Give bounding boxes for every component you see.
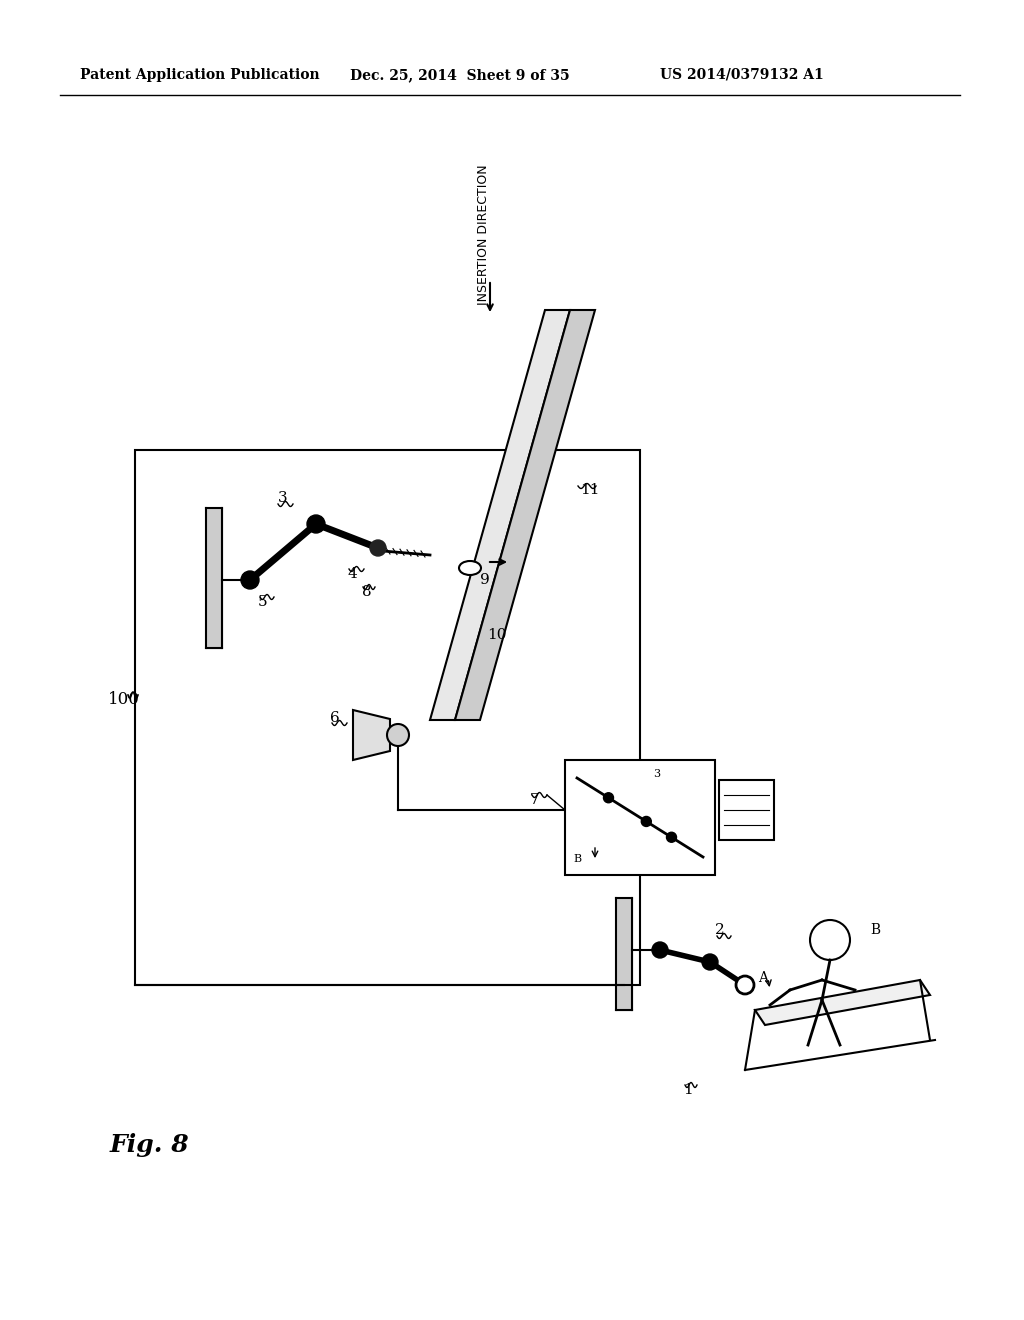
Text: 2: 2 bbox=[715, 923, 725, 937]
Bar bbox=[565, 760, 715, 875]
Circle shape bbox=[387, 723, 409, 746]
Circle shape bbox=[736, 975, 754, 994]
Bar bbox=[135, 450, 640, 985]
Circle shape bbox=[241, 572, 259, 589]
Circle shape bbox=[307, 515, 325, 533]
Circle shape bbox=[652, 942, 668, 958]
Text: B: B bbox=[573, 854, 582, 865]
Text: 3: 3 bbox=[278, 491, 288, 506]
Circle shape bbox=[370, 540, 386, 556]
Circle shape bbox=[603, 793, 613, 803]
Text: 1: 1 bbox=[683, 1082, 693, 1097]
Circle shape bbox=[641, 817, 651, 826]
Ellipse shape bbox=[459, 561, 481, 576]
Text: Fig. 8: Fig. 8 bbox=[110, 1133, 189, 1158]
Polygon shape bbox=[430, 310, 570, 719]
Text: Dec. 25, 2014  Sheet 9 of 35: Dec. 25, 2014 Sheet 9 of 35 bbox=[350, 69, 569, 82]
Text: A: A bbox=[758, 972, 768, 985]
Text: 3: 3 bbox=[653, 770, 660, 779]
Text: US 2014/0379132 A1: US 2014/0379132 A1 bbox=[660, 69, 823, 82]
Polygon shape bbox=[755, 979, 930, 1026]
Text: 7: 7 bbox=[530, 793, 540, 807]
Text: 5: 5 bbox=[258, 595, 267, 609]
Circle shape bbox=[810, 920, 850, 960]
Text: 6: 6 bbox=[330, 711, 340, 725]
Circle shape bbox=[702, 954, 718, 970]
Text: 4: 4 bbox=[348, 568, 357, 581]
Text: 8: 8 bbox=[362, 585, 372, 599]
Text: Patent Application Publication: Patent Application Publication bbox=[80, 69, 319, 82]
Circle shape bbox=[667, 832, 677, 842]
Polygon shape bbox=[455, 310, 595, 719]
Text: B: B bbox=[870, 923, 880, 937]
Text: INSERTION DIRECTION: INSERTION DIRECTION bbox=[477, 165, 490, 305]
Text: 100: 100 bbox=[108, 692, 140, 709]
Text: 11: 11 bbox=[580, 483, 599, 498]
Text: 10: 10 bbox=[487, 628, 507, 642]
Bar bbox=[719, 780, 774, 840]
Polygon shape bbox=[353, 710, 390, 760]
Text: 9: 9 bbox=[480, 573, 489, 587]
